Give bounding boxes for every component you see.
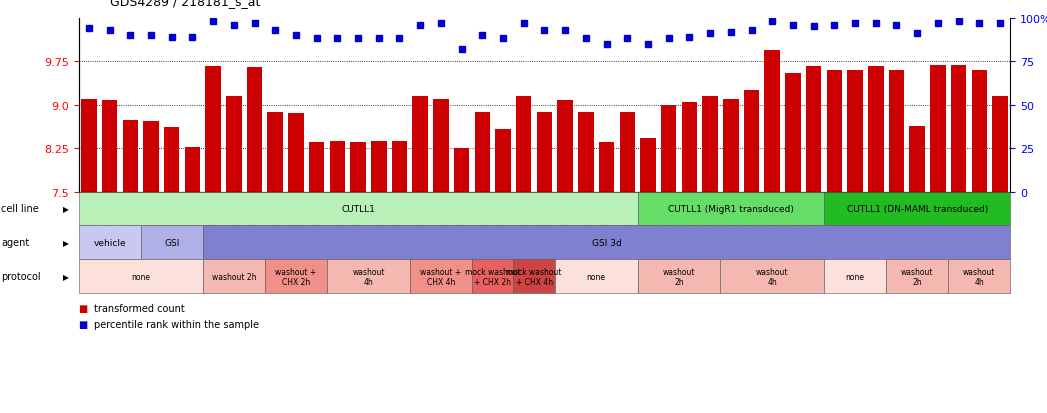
Text: GSI 3d: GSI 3d [592,238,622,247]
Text: none: none [846,272,865,281]
Text: none: none [131,272,150,281]
Bar [972,71,987,413]
Text: ▶: ▶ [63,272,69,281]
Bar [164,127,179,413]
Bar [868,66,884,413]
Bar [433,100,449,413]
Bar [392,142,407,413]
Text: transformed count: transformed count [94,304,185,313]
Text: mock washout
+ CHX 2h: mock washout + CHX 2h [465,267,520,286]
Bar [267,113,283,413]
Text: vehicle: vehicle [93,238,126,247]
Text: protocol: protocol [1,272,41,282]
Text: washout
2h: washout 2h [663,267,695,286]
Text: washout
4h: washout 4h [963,267,996,286]
Text: none: none [586,272,606,281]
Bar [413,97,428,413]
Bar [288,114,304,413]
Text: ▶: ▶ [63,238,69,247]
Bar [537,112,552,413]
Bar [143,121,159,413]
Bar [826,71,842,413]
Bar [889,71,905,413]
Bar [453,149,469,413]
Bar [474,113,490,413]
Bar [682,102,697,413]
Text: CUTLL1 (MigR1 transduced): CUTLL1 (MigR1 transduced) [668,204,794,214]
Bar [81,100,96,413]
Text: washout 2h: washout 2h [211,272,257,281]
Text: agent: agent [1,238,29,248]
Bar [703,97,718,413]
Text: washout +
CHX 2h: washout + CHX 2h [275,267,316,286]
Text: ▶: ▶ [63,204,69,214]
Text: cell line: cell line [1,204,39,214]
Text: CUTLL1: CUTLL1 [341,204,375,214]
Bar [184,147,200,413]
Bar [723,100,738,413]
Bar [309,143,325,413]
Bar [910,127,925,413]
Text: GDS4289 / 218181_s_at: GDS4289 / 218181_s_at [110,0,261,8]
Text: GSI: GSI [164,238,179,247]
Bar [951,66,966,413]
Bar [661,105,676,413]
Bar [247,68,263,413]
Bar [557,101,573,413]
Bar [371,142,386,413]
Text: mock washout
+ CHX 4h: mock washout + CHX 4h [507,267,562,286]
Bar [205,66,221,413]
Bar [620,112,636,413]
Bar [102,101,117,413]
Text: washout
2h: washout 2h [900,267,934,286]
Bar [122,121,138,413]
Text: ■: ■ [79,304,88,313]
Bar [764,50,780,413]
Bar [806,66,822,413]
Text: washout +
CHX 4h: washout + CHX 4h [420,267,462,286]
Bar [495,130,511,413]
Bar [226,97,242,413]
Text: washout
4h: washout 4h [756,267,788,286]
Bar [993,97,1008,413]
Bar [578,112,594,413]
Bar [785,74,801,413]
Text: washout
4h: washout 4h [352,267,384,286]
Bar [930,66,945,413]
Bar [351,143,365,413]
Text: CUTLL1 (DN-MAML transduced): CUTLL1 (DN-MAML transduced) [847,204,987,214]
Bar [599,143,615,413]
Bar [847,71,863,413]
Text: ■: ■ [79,319,88,329]
Bar [743,91,759,413]
Text: percentile rank within the sample: percentile rank within the sample [94,319,260,329]
Bar [516,97,532,413]
Bar [330,141,346,413]
Bar [640,138,655,413]
